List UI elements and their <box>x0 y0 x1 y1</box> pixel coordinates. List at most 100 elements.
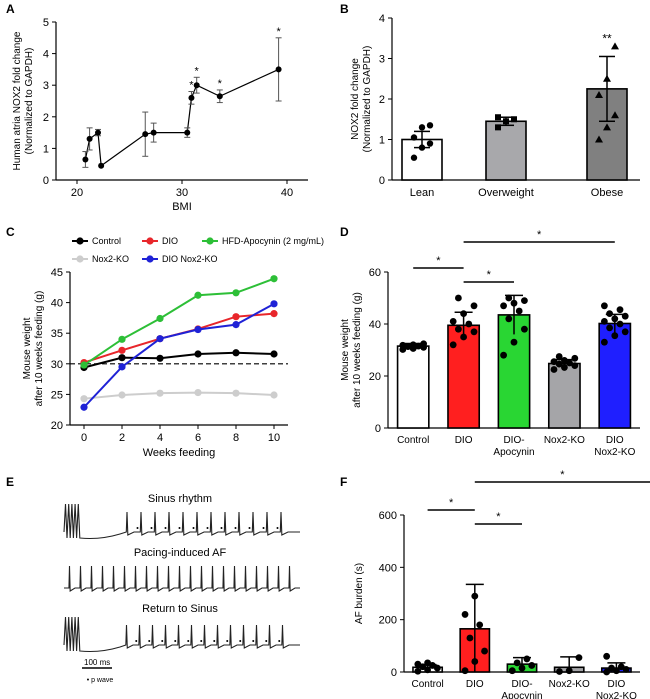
p-wave-marker <box>200 640 203 642</box>
series-point <box>270 350 278 358</box>
y-tick-label: 40 <box>369 319 381 331</box>
category-label: DIO <box>455 435 473 446</box>
x-tick-label: 40 <box>281 187 293 199</box>
data-dot <box>611 315 619 323</box>
y-axis-label: AF burden (s) <box>354 563 365 624</box>
series-point <box>232 321 240 329</box>
category-label: Overweight <box>478 187 534 199</box>
y-tick-label: 3 <box>43 80 49 92</box>
series-point <box>156 354 164 362</box>
series-point <box>194 350 202 358</box>
y-tick-label: 2 <box>43 112 49 124</box>
category-label: Control <box>397 435 429 446</box>
data-point <box>184 129 191 136</box>
data-dot <box>600 338 608 346</box>
series-point <box>156 389 164 397</box>
data-dot <box>603 652 611 660</box>
data-dot <box>461 667 469 675</box>
p-wave-legend: • p wave <box>87 677 114 684</box>
y-axis-label: NOX2 fold change(Normalized to GAPDH) <box>350 46 373 153</box>
p-wave-marker <box>278 640 281 642</box>
panel-letter: F <box>340 475 347 489</box>
series-point <box>118 346 126 354</box>
series-point <box>232 289 240 297</box>
data-point <box>275 66 282 73</box>
y-axis-label: Mouse weightafter 10 weeks feeding (g) <box>22 291 45 407</box>
trend-line <box>84 68 279 167</box>
data-dot <box>460 333 467 341</box>
ecg-trace <box>64 565 300 592</box>
data-dot <box>414 667 422 675</box>
series-point <box>270 391 278 399</box>
data-point <box>188 94 195 101</box>
y-tick-label: 0 <box>375 423 381 435</box>
x-tick-label: 2 <box>119 432 125 444</box>
panel-b: B 0 1 2 3 4 NOX2 fold change(Normalized to GAP… <box>340 2 640 199</box>
series-point <box>118 354 126 362</box>
data-dot <box>410 134 418 141</box>
significance-annotation: ** <box>602 31 612 45</box>
series-point <box>194 291 202 299</box>
significance-star: * <box>195 65 200 77</box>
x-tick-label: 20 <box>71 187 83 199</box>
data-dot <box>617 663 625 671</box>
p-wave-marker <box>239 640 242 642</box>
y-axis-label: Mouse weightafter 10 weeks feeding (g) <box>340 292 363 408</box>
data-dot <box>418 124 426 131</box>
data-point <box>216 93 223 100</box>
data-dot <box>426 122 434 129</box>
series-point <box>232 389 240 397</box>
significance-star: * <box>276 26 281 38</box>
data-dot <box>566 359 574 367</box>
p-wave-marker <box>164 527 167 529</box>
y-axis-label: Human atria NOX2 fold change(Normalized … <box>12 31 35 170</box>
data-dot <box>505 294 513 302</box>
p-wave-marker <box>262 527 265 529</box>
data-dot <box>561 357 568 364</box>
category-label: DIO <box>466 679 484 690</box>
p-wave-marker <box>206 527 209 529</box>
data-dot <box>550 358 558 366</box>
legend-swatch-dot <box>76 237 84 245</box>
y-tick-label: 40 <box>51 298 63 310</box>
category-label: Obese <box>591 187 623 199</box>
y-tick-label: 60 <box>369 267 381 279</box>
y-tick-label: 600 <box>379 510 397 522</box>
p-wave-marker <box>265 640 268 642</box>
legend-label: Control <box>92 236 121 246</box>
data-dot <box>420 340 428 348</box>
data-dot <box>409 341 417 349</box>
data-dot <box>611 42 619 50</box>
category-label: DIO <box>606 435 624 446</box>
panel-c: C 20 25 30 35 40 45 0 2 4 6 8 10 Weeks feeding Mouse w… <box>6 225 324 459</box>
series-point <box>232 313 240 321</box>
data-dot <box>611 332 619 340</box>
data-dot <box>424 659 431 667</box>
category-label: Nox2-KO <box>544 435 585 446</box>
series-point <box>270 300 278 308</box>
data-dot <box>508 667 516 675</box>
panel-letter: D <box>340 225 349 239</box>
y-tick-label: 4 <box>43 49 49 61</box>
significance-star: * <box>189 80 194 92</box>
scale-bar-label: 100 ms <box>84 658 110 667</box>
data-dot <box>461 611 469 618</box>
y-axis-label-line: AF burden (s) <box>354 563 365 624</box>
data-dot <box>466 634 474 642</box>
panel-letter: C <box>6 225 15 239</box>
panel-f: F 0 200 400 600 AF burden (s) Control DIO DIO-Ap… <box>340 469 650 699</box>
y-axis-label-line: Human atria NOX2 fold change <box>12 31 23 170</box>
data-dot <box>606 310 613 317</box>
y-tick-label: 4 <box>379 13 385 25</box>
data-point <box>142 131 149 138</box>
y-tick-label: 45 <box>51 267 63 279</box>
data-dot <box>513 659 521 667</box>
p-wave-marker <box>220 527 223 529</box>
legend-swatch-dot <box>146 237 154 245</box>
data-dot <box>518 664 526 672</box>
data-dot <box>611 111 619 119</box>
series-line <box>83 302 275 408</box>
category-label: DIO- <box>503 435 524 446</box>
data-dot <box>415 342 422 350</box>
